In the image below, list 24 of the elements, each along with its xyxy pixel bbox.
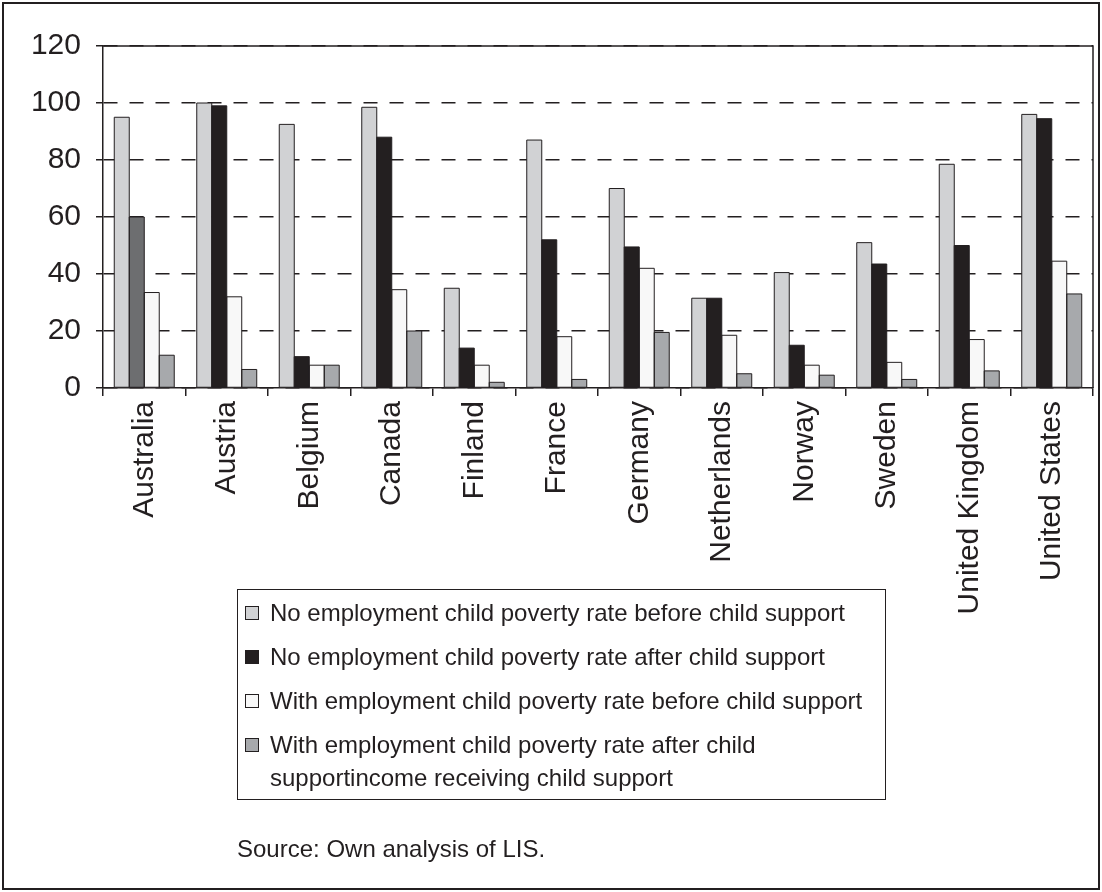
x-tick-label: United States bbox=[1033, 401, 1067, 582]
y-tick-label: 40 bbox=[47, 255, 81, 289]
x-tick-label: Australia bbox=[125, 400, 159, 518]
x-tick-label: France bbox=[538, 401, 572, 495]
x-tick-label: Netherlands bbox=[703, 401, 737, 563]
legend-label: No employment child poverty rate after child support bbox=[270, 642, 825, 672]
legend-label: No employment child poverty rate before child support bbox=[270, 598, 845, 628]
legend-label: With employment child poverty rate before child support bbox=[270, 686, 863, 716]
y-tick-label: 60 bbox=[47, 198, 81, 232]
source-note: Source: Own analysis of LIS. bbox=[237, 834, 546, 864]
x-tick-label: Belgium bbox=[290, 401, 324, 510]
x-tick-label: Norway bbox=[785, 401, 819, 503]
y-tick-label: 120 bbox=[30, 27, 81, 61]
x-tick-label: Austria bbox=[208, 400, 242, 495]
legend-label: With employment child poverty rate after child supportincome receiving child support bbox=[270, 730, 757, 793]
x-tick-label: United Kingdom bbox=[950, 401, 984, 615]
y-tick-label: 80 bbox=[47, 141, 81, 175]
x-tick-label: Germany bbox=[620, 401, 654, 525]
y-tick-label: 0 bbox=[64, 369, 81, 403]
y-tick-label: 20 bbox=[47, 312, 81, 346]
x-tick-label: Canada bbox=[373, 400, 407, 507]
y-tick-label: 100 bbox=[30, 84, 81, 118]
x-tick-label: Finland bbox=[455, 401, 489, 500]
x-tick-label: Sweden bbox=[868, 401, 902, 510]
